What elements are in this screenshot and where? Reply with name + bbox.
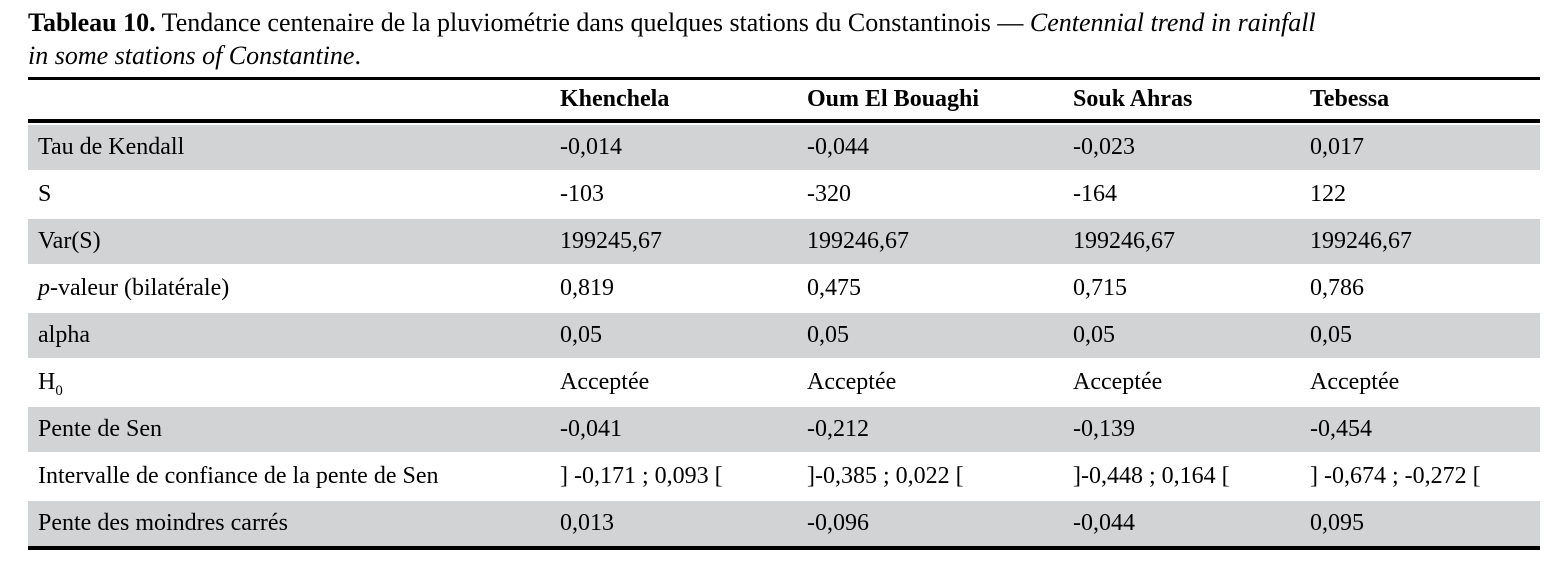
- cell-value: ]-0,448 ; 0,164 [: [1073, 452, 1310, 499]
- cell-value: 0,786: [1310, 264, 1540, 311]
- text-part: Var(S): [38, 228, 101, 254]
- table-caption: Tableau 10. Tendance centenaire de la pl…: [28, 6, 1540, 72]
- text-part: alpha: [38, 322, 90, 348]
- cell-value: 199246,67: [807, 217, 1073, 264]
- text-part: Pente de Sen: [38, 416, 162, 442]
- table-row: Var(S) 199245,67 199246,67 199246,67 199246,…: [28, 217, 1540, 264]
- cell-value: -0,139: [1073, 405, 1310, 452]
- table-row: H0 Acceptée Acceptée Acceptée Acceptée: [28, 358, 1540, 405]
- text-part: .: [354, 41, 361, 70]
- row-label: Var(S): [28, 217, 560, 264]
- text-part: S: [38, 181, 52, 207]
- cell-value: 0,095: [1310, 499, 1540, 546]
- text-part: Tendance centenaire de la pluviométrie d…: [155, 8, 1030, 37]
- row-label: alpha: [28, 311, 560, 358]
- cell-value: Acceptée: [560, 358, 807, 405]
- cell-value: -103: [560, 170, 807, 217]
- cell-value: -0,044: [1073, 499, 1310, 546]
- text-part: in some stations of Constantine: [28, 41, 355, 70]
- cell-value: -320: [807, 170, 1073, 217]
- header-cell-station: Souk Ahras: [1073, 80, 1310, 123]
- cell-value: 199246,67: [1310, 217, 1540, 264]
- table-row: alpha 0,05 0,05 0,05 0,05: [28, 311, 1540, 358]
- cell-value: 0,05: [560, 311, 807, 358]
- table-row: Tau de Kendall -0,014 -0,044 -0,023 0,017: [28, 123, 1540, 170]
- cell-value: 0,475: [807, 264, 1073, 311]
- row-label: p-valeur (bilatérale): [28, 264, 560, 311]
- row-label: Tau de Kendall: [28, 123, 560, 170]
- table-header: Khenchela Oum El Bouaghi Souk Ahras Tebe…: [28, 80, 1540, 123]
- row-label: Pente des moindres carrés: [28, 499, 560, 546]
- row-label: Pente de Sen: [28, 405, 560, 452]
- cell-value: 199245,67: [560, 217, 807, 264]
- cell-value: ]-0,385 ; 0,022 [: [807, 452, 1073, 499]
- header-cell-station: Tebessa: [1310, 80, 1540, 123]
- row-label: Intervalle de confiance de la pente de S…: [28, 452, 560, 499]
- cell-value: ] -0,674 ; -0,272 [: [1310, 452, 1540, 499]
- row-label: H0: [28, 358, 560, 405]
- text-part: Pente des moindres carrés: [38, 510, 288, 536]
- cell-value: 0,819: [560, 264, 807, 311]
- header-cell-station: Oum El Bouaghi: [807, 80, 1073, 123]
- text-part: Tau de Kendall: [38, 134, 185, 160]
- cell-value: Acceptée: [1310, 358, 1540, 405]
- cell-value: Acceptée: [1073, 358, 1310, 405]
- cell-value: 0,05: [1310, 311, 1540, 358]
- header-row: Khenchela Oum El Bouaghi Souk Ahras Tebe…: [28, 80, 1540, 123]
- cell-value: -0,014: [560, 123, 807, 170]
- cell-value: -0,041: [560, 405, 807, 452]
- text-part: Intervalle de confiance de la pente de S…: [38, 463, 439, 489]
- text-part: Centennial trend in rainfall: [1029, 8, 1316, 37]
- stats-table: Khenchela Oum El Bouaghi Souk Ahras Tebe…: [28, 77, 1540, 550]
- table-body: Tau de Kendall -0,014 -0,044 -0,023 0,017 S -1…: [28, 123, 1540, 546]
- cell-value: 0,013: [560, 499, 807, 546]
- table-row: p-valeur (bilatérale) 0,819 0,475 0,715 0,78…: [28, 264, 1540, 311]
- table-row: Intervalle de confiance de la pente de S…: [28, 452, 1540, 499]
- table-row: S -103 -320 -164 122: [28, 170, 1540, 217]
- cell-value: ] -0,171 ; 0,093 [: [560, 452, 807, 499]
- cell-value: -0,023: [1073, 123, 1310, 170]
- row-label: S: [28, 170, 560, 217]
- text-part: -valeur (bilatérale): [50, 275, 230, 301]
- header-cell-empty: [28, 80, 560, 123]
- cell-value: 0,017: [1310, 123, 1540, 170]
- table-row: Pente des moindres carrés 0,013 -0,096 -0,0…: [28, 499, 1540, 546]
- cell-value: 0,715: [1073, 264, 1310, 311]
- text-part: Tableau 10.: [28, 8, 156, 37]
- cell-value: -0,454: [1310, 405, 1540, 452]
- cell-value: 199246,67: [1073, 217, 1310, 264]
- text-part: H: [38, 369, 56, 395]
- cell-value: -0,096: [807, 499, 1073, 546]
- cell-value: 122: [1310, 170, 1540, 217]
- cell-value: -164: [1073, 170, 1310, 217]
- text-part: 0: [55, 382, 63, 399]
- cell-value: Acceptée: [807, 358, 1073, 405]
- table-row: Pente de Sen -0,041 -0,212 -0,139 -0,454: [28, 405, 1540, 452]
- cell-value: -0,212: [807, 405, 1073, 452]
- header-cell-station: Khenchela: [560, 80, 807, 123]
- cell-value: -0,044: [807, 123, 1073, 170]
- text-part: p: [38, 275, 50, 301]
- cell-value: 0,05: [807, 311, 1073, 358]
- cell-value: 0,05: [1073, 311, 1310, 358]
